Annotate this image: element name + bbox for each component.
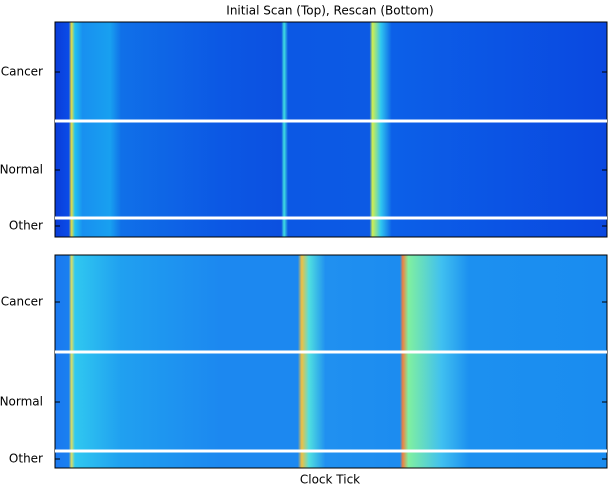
- y-tick-label: Other: [9, 219, 43, 233]
- heatmap: [54, 21, 608, 238]
- y-tick-label: Normal: [0, 163, 43, 177]
- y-tick-label: Cancer: [1, 295, 43, 309]
- y-tick-label: Other: [9, 452, 43, 466]
- y-tick-label: Normal: [0, 395, 43, 409]
- chart-title: Initial Scan (Top), Rescan (Bottom): [226, 4, 433, 18]
- y-tick-label: Cancer: [1, 65, 43, 79]
- panel-top: [54, 21, 608, 238]
- x-axis-label: Clock Tick: [300, 473, 360, 487]
- panel-bottom: [54, 254, 608, 469]
- heatmap: [54, 254, 608, 469]
